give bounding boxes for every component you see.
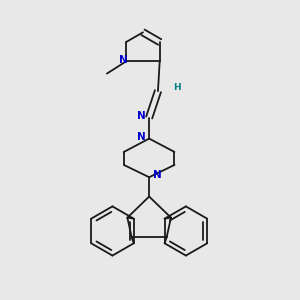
Text: N: N — [119, 55, 128, 64]
Text: H: H — [173, 83, 181, 92]
Text: N: N — [137, 111, 146, 121]
Text: N: N — [152, 170, 161, 181]
Text: N: N — [137, 132, 146, 142]
